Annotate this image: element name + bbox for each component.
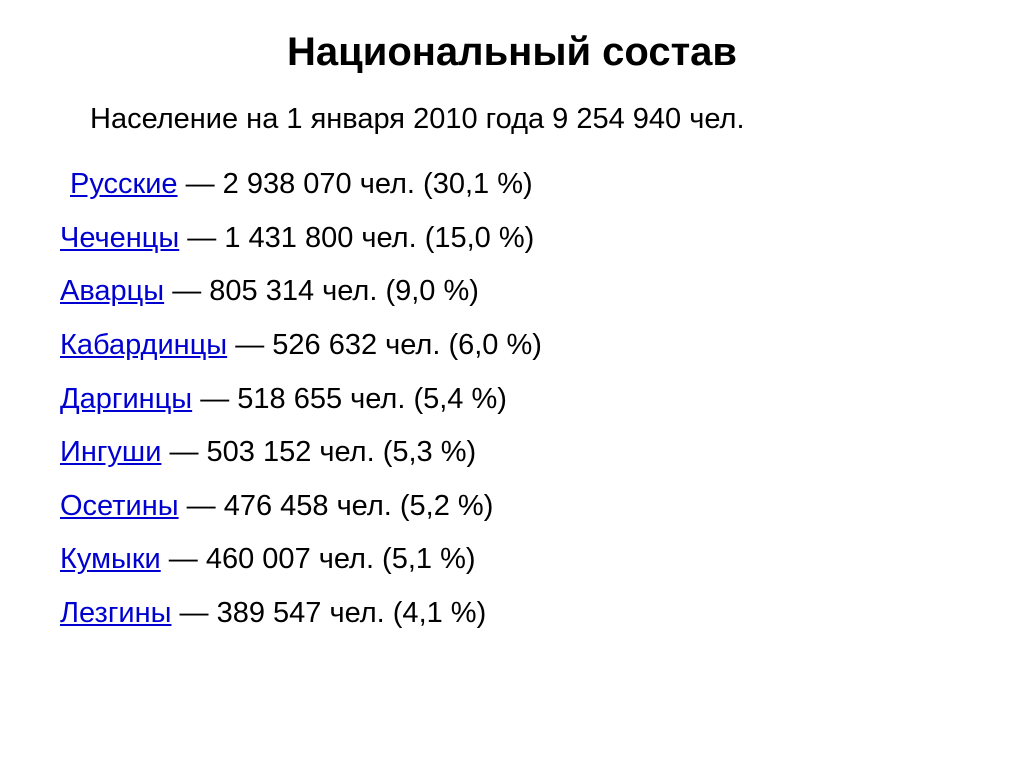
ethnicity-stats: — 389 547 чел. (4,1 %) bbox=[171, 597, 486, 629]
ethnicity-link[interactable]: Аварцы bbox=[60, 275, 164, 307]
ethnicity-link[interactable]: Лезгины bbox=[60, 597, 171, 629]
list-item: Осетины — 476 458 чел. (5,2 %) bbox=[60, 480, 974, 534]
list-item: Ингуши — 503 152 чел. (5,3 %) bbox=[60, 426, 974, 480]
ethnicity-link[interactable]: Кабардинцы bbox=[60, 329, 227, 361]
page-title: Национальный состав bbox=[50, 30, 974, 75]
ethnicity-link[interactable]: Русские bbox=[70, 168, 178, 200]
ethnicity-link[interactable]: Даргинцы bbox=[60, 383, 192, 415]
population-subtitle: Население на 1 января 2010 года 9 254 94… bbox=[90, 103, 974, 136]
ethnicity-link[interactable]: Чеченцы bbox=[60, 222, 179, 254]
list-item: Даргинцы — 518 655 чел. (5,4 %) bbox=[60, 373, 974, 427]
list-item: Кабардинцы — 526 632 чел. (6,0 %) bbox=[60, 319, 974, 373]
ethnicity-stats: — 460 007 чел. (5,1 %) bbox=[161, 543, 476, 575]
ethnicity-link[interactable]: Ингуши bbox=[60, 436, 161, 468]
ethnicity-list: Русские — 2 938 070 чел. (30,1 %)Чеченцы… bbox=[50, 158, 974, 641]
ethnicity-stats: — 503 152 чел. (5,3 %) bbox=[161, 436, 476, 468]
ethnicity-stats: — 805 314 чел. (9,0 %) bbox=[164, 275, 479, 307]
list-item: Аварцы — 805 314 чел. (9,0 %) bbox=[60, 265, 974, 319]
ethnicity-stats: — 518 655 чел. (5,4 %) bbox=[192, 383, 507, 415]
list-item: Кумыки — 460 007 чел. (5,1 %) bbox=[60, 533, 974, 587]
ethnicity-stats: — 476 458 чел. (5,2 %) bbox=[179, 490, 494, 522]
list-item: Чеченцы — 1 431 800 чел. (15,0 %) bbox=[60, 212, 974, 266]
list-item: Русские — 2 938 070 чел. (30,1 %) bbox=[70, 158, 974, 212]
ethnicity-link[interactable]: Кумыки bbox=[60, 543, 161, 575]
ethnicity-stats: — 1 431 800 чел. (15,0 %) bbox=[179, 222, 534, 254]
ethnicity-stats: — 2 938 070 чел. (30,1 %) bbox=[178, 168, 533, 200]
ethnicity-stats: — 526 632 чел. (6,0 %) bbox=[227, 329, 542, 361]
ethnicity-link[interactable]: Осетины bbox=[60, 490, 179, 522]
list-item: Лезгины — 389 547 чел. (4,1 %) bbox=[60, 587, 974, 641]
